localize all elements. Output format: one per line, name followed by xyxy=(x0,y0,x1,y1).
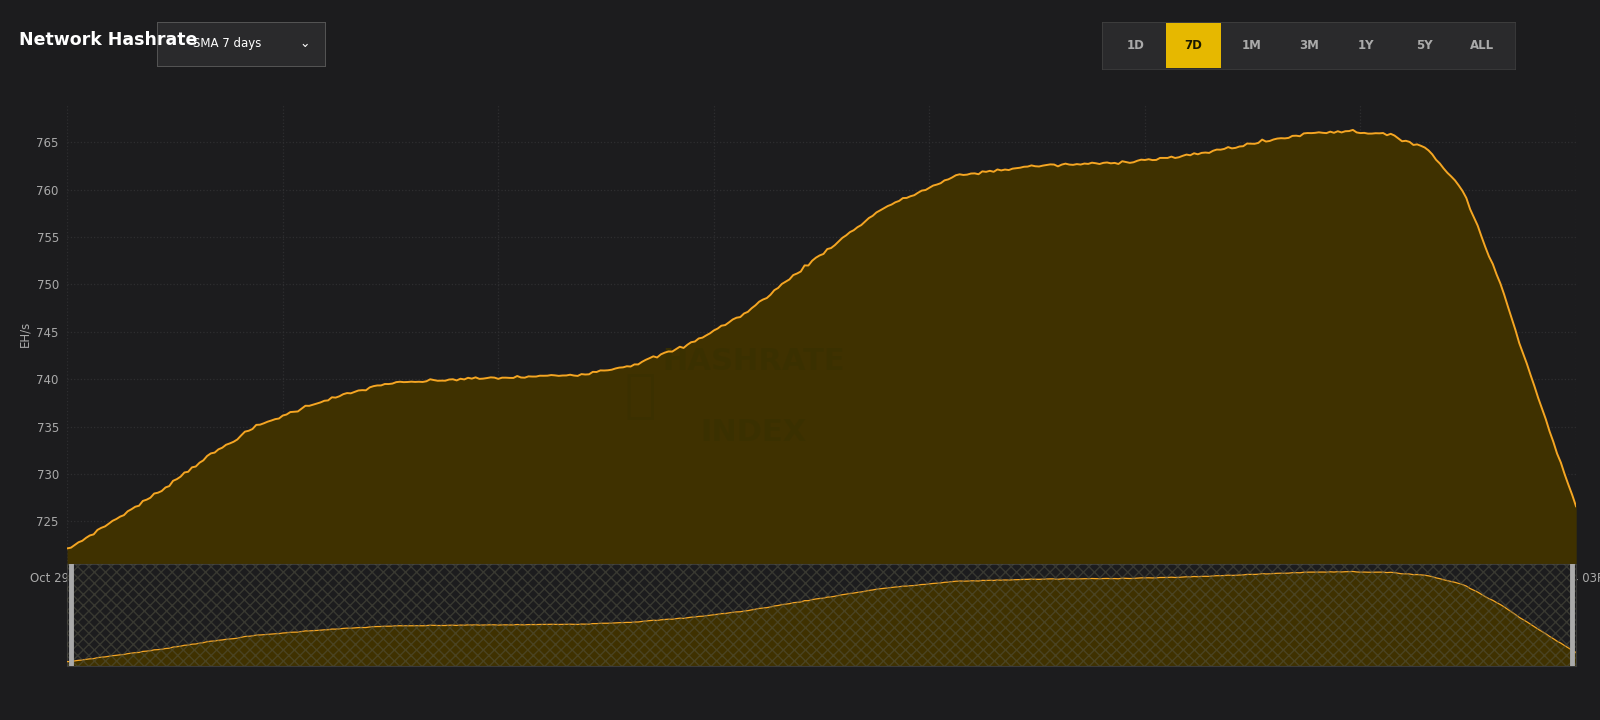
Text: 5Y: 5Y xyxy=(1416,39,1432,52)
Text: 3M: 3M xyxy=(1299,39,1318,52)
Text: 1D: 1D xyxy=(1126,39,1146,52)
Text: 1Y: 1Y xyxy=(1358,39,1374,52)
Text: Network Hashrate: Network Hashrate xyxy=(19,30,197,49)
Text: ⌄: ⌄ xyxy=(299,37,310,50)
Text: HASHRATE: HASHRATE xyxy=(662,347,845,377)
Text: ⛰: ⛰ xyxy=(624,370,656,422)
Text: INDEX: INDEX xyxy=(701,418,806,447)
Y-axis label: EH/s: EH/s xyxy=(18,321,30,347)
Text: SMA 7 days: SMA 7 days xyxy=(194,37,261,50)
Text: 1M: 1M xyxy=(1242,39,1261,52)
Text: ALL: ALL xyxy=(1469,39,1494,52)
Text: 7D: 7D xyxy=(1184,39,1203,52)
